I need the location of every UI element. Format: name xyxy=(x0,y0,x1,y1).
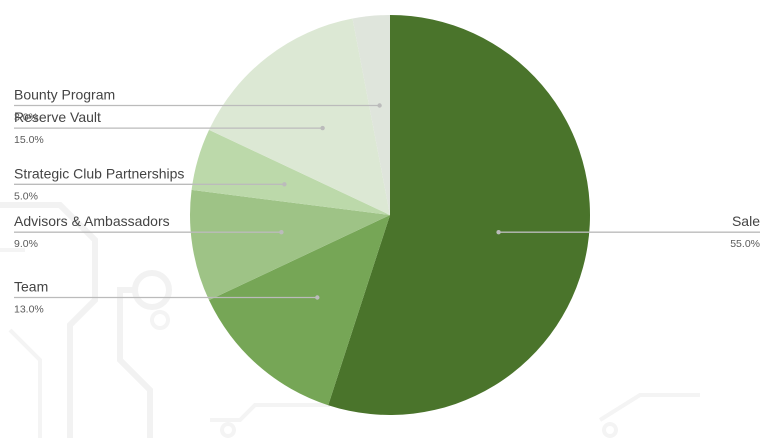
slice-label-team: Team xyxy=(14,279,48,295)
leader-dot-strategic-club-partnerships xyxy=(282,182,287,187)
pie-slice-team xyxy=(209,215,390,406)
slice-percent-sale: 55.0% xyxy=(730,238,760,250)
pie-slice-sale xyxy=(328,15,591,415)
leader-dot-advisors-and-ambassadors xyxy=(279,230,284,235)
pie-slices xyxy=(190,15,591,415)
slice-percent-reserve-vault: 15.0% xyxy=(14,134,44,146)
pie-slice-strategic-club-partnerships xyxy=(191,129,390,215)
pie-slice-advisors-and-ambassadors xyxy=(190,189,390,301)
leader-dot-bounty-program xyxy=(377,103,382,108)
slice-percent-team: 13.0% xyxy=(14,304,44,316)
slice-percent-advisors-and-ambassadors: 9.0% xyxy=(14,238,38,250)
slice-percent-strategic-club-partnerships: 5.0% xyxy=(14,190,38,202)
pie-slice-bounty-program xyxy=(352,15,390,215)
leader-dot-sale xyxy=(496,230,501,235)
slice-label-sale: Sale xyxy=(732,213,760,229)
leader-dot-reserve-vault xyxy=(320,125,325,131)
slice-label-reserve-vault: Reserve Vault xyxy=(14,109,101,125)
pie-labels: Sale 55.0% Team 13.0% Advisors & Ambassadors… xyxy=(14,87,760,316)
leader-dot-team xyxy=(315,295,320,300)
slice-label-strategic-club-partnerships: Strategic Club Partnerships xyxy=(14,165,184,181)
pie-slice-reserve-vault xyxy=(209,18,390,215)
slice-label-advisors-and-ambassadors: Advisors & Ambassadors xyxy=(14,213,170,229)
background-circuit-decoration xyxy=(0,202,700,438)
slice-label-bounty-program: Bounty Program xyxy=(14,87,115,103)
slice-percent-bounty-program: 3.0% xyxy=(14,112,38,124)
